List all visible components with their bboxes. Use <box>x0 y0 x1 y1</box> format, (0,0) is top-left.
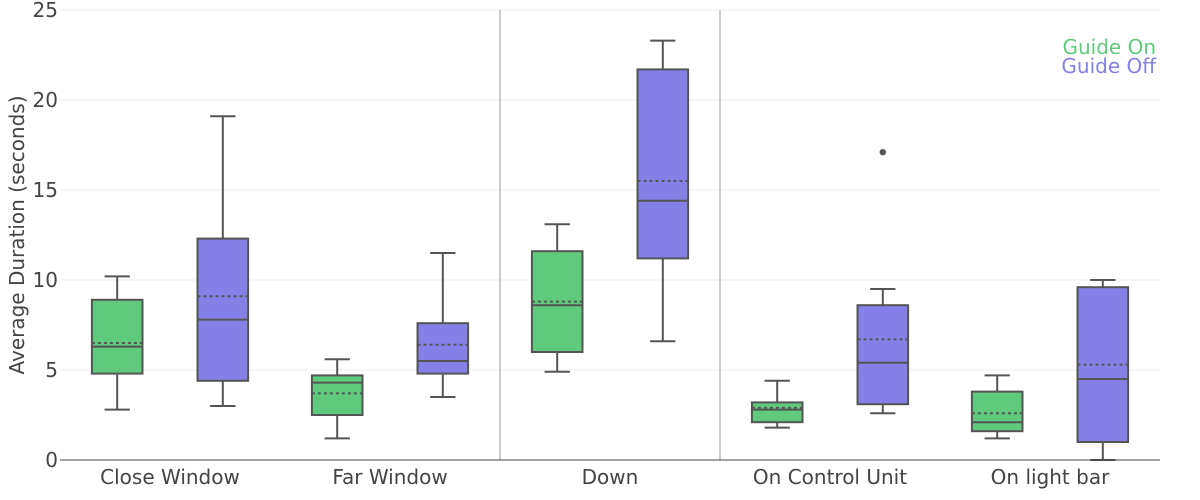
box <box>196 115 250 407</box>
box-body <box>750 401 804 424</box>
box-layer <box>90 39 1130 461</box>
group-separators <box>499 10 721 460</box>
y-tick-label: 20 <box>33 88 58 112</box>
outlier-point <box>879 149 886 156</box>
box-body <box>196 237 250 382</box>
box-body <box>856 304 910 406</box>
box-body <box>970 390 1024 433</box>
box <box>856 149 910 415</box>
box <box>636 39 690 343</box>
box <box>1076 279 1130 461</box>
axis-layer: 0 5 10 15 20 25 Close Window Far Window Down On C… <box>33 0 1160 489</box>
box <box>970 374 1024 440</box>
y-tick-label: 10 <box>33 268 58 292</box>
y-tick-label: 5 <box>45 358 58 382</box>
x-category-label: On Control Unit <box>753 465 907 489</box>
box-body <box>90 298 144 375</box>
box <box>90 275 144 411</box>
x-category-label: Far Window <box>332 465 447 489</box>
box-body <box>636 68 690 260</box>
box <box>530 223 584 373</box>
y-axis-title: Average Duration (seconds) <box>5 95 29 374</box>
legend-item[interactable]: Guide On <box>1062 35 1156 59</box>
x-category-label: On light bar <box>991 465 1110 489</box>
box <box>750 379 804 429</box>
box <box>310 358 364 440</box>
legend-item[interactable]: Guide Off <box>1061 54 1157 78</box>
box-body <box>416 322 470 375</box>
y-tick-label: 0 <box>45 448 58 472</box>
y-tick-label: 15 <box>33 178 58 202</box>
y-tick-label: 25 <box>33 0 58 22</box>
box-body <box>310 374 364 416</box>
x-category-label: Down <box>582 465 639 489</box>
x-category-label: Close Window <box>100 465 240 489</box>
box <box>416 252 470 398</box>
